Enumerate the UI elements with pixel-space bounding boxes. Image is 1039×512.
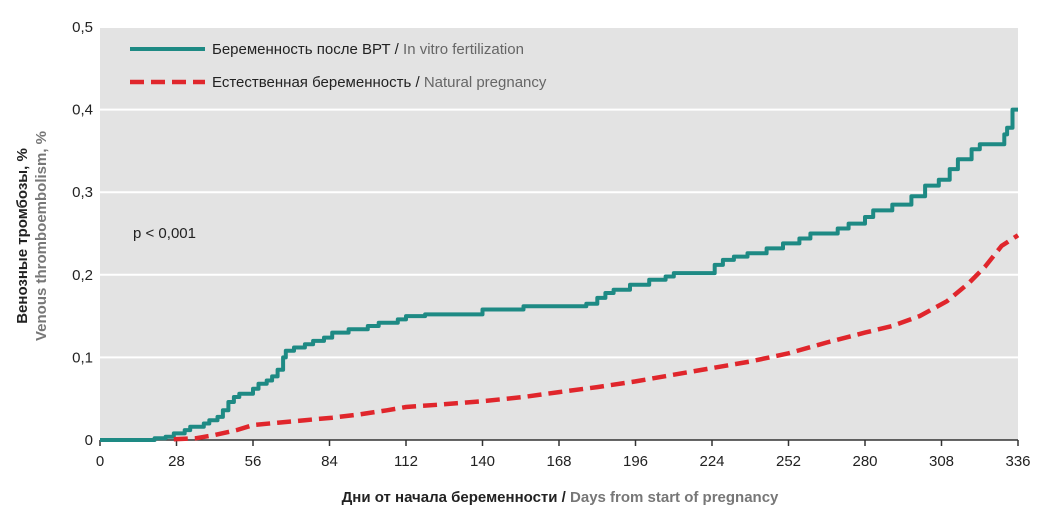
y-axis-title-en: Venous thromboembolism, % bbox=[33, 131, 50, 341]
x-tick-label: 252 bbox=[776, 453, 801, 470]
legend-label-ivf: Беременность после ВРТ / In vitro fertil… bbox=[212, 41, 524, 58]
x-tick-label: 140 bbox=[470, 453, 495, 470]
legend-label-natural-en: Natural pregnancy bbox=[424, 74, 547, 91]
series-natural bbox=[173, 233, 1020, 442]
x-axis-title-ru: Дни от начала беременности bbox=[342, 489, 558, 506]
y-tick-label: 0,2 bbox=[72, 267, 93, 284]
x-axis-title: Дни от начала беременности / Days from s… bbox=[342, 489, 779, 506]
plot-area bbox=[100, 27, 1018, 440]
p-value-annotation: p < 0,001 bbox=[133, 225, 196, 242]
legend-label-ivf-sep: / bbox=[391, 41, 404, 58]
series-ivf bbox=[100, 107, 1018, 442]
x-tick-label: 168 bbox=[546, 453, 571, 470]
x-tick-label: 280 bbox=[852, 453, 877, 470]
x-tick-label: 84 bbox=[321, 453, 338, 470]
x-axis-title-en: Days from start of pregnancy bbox=[570, 489, 779, 506]
y-axis-ticks: 0 0,1 0,2 0,3 0,4 0,5 bbox=[72, 19, 93, 449]
y-tick-label: 0,5 bbox=[72, 19, 93, 36]
x-tick-label: 112 bbox=[394, 453, 418, 470]
legend-label-natural: Естественная беременность / Natural preg… bbox=[212, 74, 547, 91]
x-axis-ticks: 0 28 56 84 112 140 168 196 224 252 280 308 336 bbox=[96, 440, 1031, 470]
y-tick-label: 0,4 bbox=[72, 102, 93, 119]
x-tick-label: 196 bbox=[623, 453, 648, 470]
legend: Беременность после ВРТ / In vitro fertil… bbox=[130, 41, 547, 91]
legend-label-natural-sep: / bbox=[411, 74, 424, 91]
y-axis-title-ru: Венозные тромбозы, % bbox=[14, 148, 31, 324]
x-tick-label: 308 bbox=[929, 453, 954, 470]
y-tick-label: 0,3 bbox=[72, 184, 93, 201]
legend-label-ivf-ru: Беременность после ВРТ bbox=[212, 41, 391, 58]
x-tick-label: 56 bbox=[245, 453, 262, 470]
x-tick-label: 336 bbox=[1005, 453, 1030, 470]
x-axis-title-sep: / bbox=[558, 489, 571, 506]
series-layer bbox=[100, 107, 1020, 442]
x-tick-label: 224 bbox=[699, 453, 724, 470]
legend-label-natural-ru: Естественная беременность bbox=[212, 74, 411, 91]
x-tick-label: 0 bbox=[96, 453, 104, 470]
y-tick-label: 0 bbox=[85, 432, 93, 449]
x-tick-label: 28 bbox=[168, 453, 185, 470]
legend-label-ivf-en: In vitro fertilization bbox=[403, 41, 524, 58]
y-tick-label: 0,1 bbox=[72, 349, 93, 366]
gridlines bbox=[100, 26, 1018, 359]
